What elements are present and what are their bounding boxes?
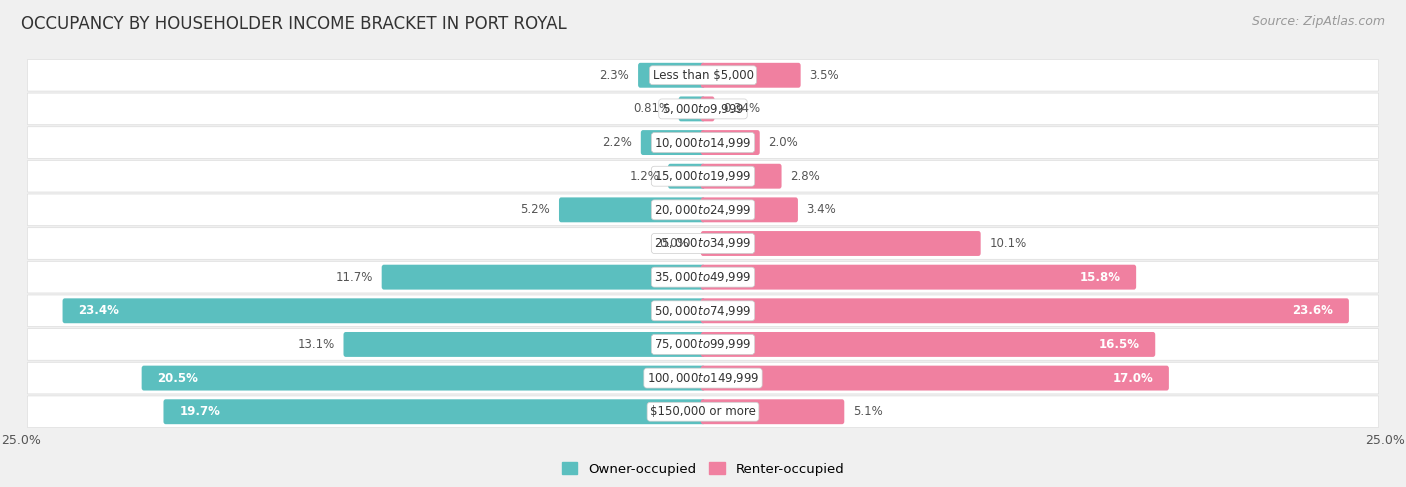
Text: $50,000 to $74,999: $50,000 to $74,999	[654, 304, 752, 318]
Text: 2.0%: 2.0%	[769, 136, 799, 149]
FancyBboxPatch shape	[679, 96, 706, 121]
Text: OCCUPANCY BY HOUSEHOLDER INCOME BRACKET IN PORT ROYAL: OCCUPANCY BY HOUSEHOLDER INCOME BRACKET …	[21, 15, 567, 33]
Text: 0.0%: 0.0%	[659, 237, 689, 250]
Text: 19.7%: 19.7%	[180, 405, 221, 418]
Text: 3.5%: 3.5%	[810, 69, 839, 82]
Text: Less than $5,000: Less than $5,000	[652, 69, 754, 82]
FancyBboxPatch shape	[27, 295, 1379, 327]
FancyBboxPatch shape	[27, 362, 1379, 394]
Text: $5,000 to $9,999: $5,000 to $9,999	[662, 102, 744, 116]
FancyBboxPatch shape	[560, 197, 706, 222]
FancyBboxPatch shape	[27, 127, 1379, 158]
FancyBboxPatch shape	[27, 329, 1379, 360]
Text: 0.81%: 0.81%	[633, 102, 671, 115]
FancyBboxPatch shape	[700, 299, 1348, 323]
FancyBboxPatch shape	[27, 228, 1379, 259]
Text: $20,000 to $24,999: $20,000 to $24,999	[654, 203, 752, 217]
Text: 10.1%: 10.1%	[990, 237, 1026, 250]
FancyBboxPatch shape	[700, 265, 1136, 290]
FancyBboxPatch shape	[700, 63, 800, 88]
Text: $100,000 to $149,999: $100,000 to $149,999	[647, 371, 759, 385]
Text: $35,000 to $49,999: $35,000 to $49,999	[654, 270, 752, 284]
Text: $150,000 or more: $150,000 or more	[650, 405, 756, 418]
Text: 2.3%: 2.3%	[599, 69, 630, 82]
Text: 0.34%: 0.34%	[723, 102, 761, 115]
Text: 11.7%: 11.7%	[336, 271, 373, 283]
Text: 5.1%: 5.1%	[853, 405, 883, 418]
FancyBboxPatch shape	[27, 194, 1379, 225]
FancyBboxPatch shape	[27, 93, 1379, 125]
FancyBboxPatch shape	[700, 197, 799, 222]
Text: 23.6%: 23.6%	[1292, 304, 1333, 318]
Text: 23.4%: 23.4%	[79, 304, 120, 318]
FancyBboxPatch shape	[700, 366, 1168, 391]
Text: $25,000 to $34,999: $25,000 to $34,999	[654, 237, 752, 250]
FancyBboxPatch shape	[27, 262, 1379, 293]
FancyBboxPatch shape	[700, 231, 980, 256]
FancyBboxPatch shape	[381, 265, 706, 290]
FancyBboxPatch shape	[343, 332, 706, 357]
Text: Source: ZipAtlas.com: Source: ZipAtlas.com	[1251, 15, 1385, 28]
FancyBboxPatch shape	[641, 130, 706, 155]
FancyBboxPatch shape	[62, 299, 706, 323]
FancyBboxPatch shape	[27, 59, 1379, 91]
Text: 13.1%: 13.1%	[298, 338, 335, 351]
Text: 2.8%: 2.8%	[790, 169, 820, 183]
Text: $10,000 to $14,999: $10,000 to $14,999	[654, 135, 752, 150]
FancyBboxPatch shape	[142, 366, 706, 391]
FancyBboxPatch shape	[700, 332, 1156, 357]
FancyBboxPatch shape	[700, 96, 714, 121]
Legend: Owner-occupied, Renter-occupied: Owner-occupied, Renter-occupied	[557, 457, 849, 481]
FancyBboxPatch shape	[27, 396, 1379, 428]
Text: 20.5%: 20.5%	[157, 372, 198, 385]
Text: 3.4%: 3.4%	[807, 204, 837, 216]
FancyBboxPatch shape	[638, 63, 706, 88]
FancyBboxPatch shape	[700, 399, 844, 424]
Text: 2.2%: 2.2%	[602, 136, 633, 149]
Text: 16.5%: 16.5%	[1098, 338, 1139, 351]
FancyBboxPatch shape	[668, 164, 706, 188]
FancyBboxPatch shape	[27, 160, 1379, 192]
FancyBboxPatch shape	[700, 130, 759, 155]
Text: $15,000 to $19,999: $15,000 to $19,999	[654, 169, 752, 183]
Text: 17.0%: 17.0%	[1112, 372, 1153, 385]
Text: 15.8%: 15.8%	[1080, 271, 1121, 283]
Text: $75,000 to $99,999: $75,000 to $99,999	[654, 337, 752, 352]
FancyBboxPatch shape	[700, 164, 782, 188]
Text: 1.2%: 1.2%	[630, 169, 659, 183]
Text: 5.2%: 5.2%	[520, 204, 550, 216]
FancyBboxPatch shape	[163, 399, 706, 424]
